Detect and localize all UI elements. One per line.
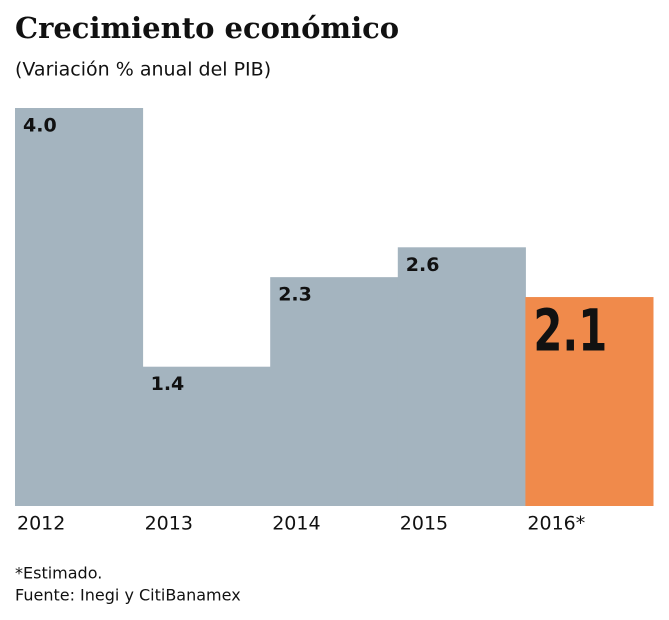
chart-subtitle: (Variación % anual del PIB) bbox=[15, 59, 271, 81]
note: Fuente: Inegi y CitiBanamex bbox=[15, 586, 241, 605]
x-tick-label: 2015 bbox=[400, 513, 448, 535]
value-label: 4.0 bbox=[23, 115, 57, 137]
x-tick-label: 2016* bbox=[527, 513, 585, 535]
bar bbox=[142, 366, 271, 506]
bar bbox=[525, 297, 654, 506]
x-tick-label: 2013 bbox=[145, 513, 193, 535]
value-label: 1.4 bbox=[151, 373, 185, 395]
x-tick-label: 2014 bbox=[272, 513, 320, 535]
value-label: 2.6 bbox=[406, 254, 440, 276]
bar bbox=[397, 247, 526, 507]
bar bbox=[15, 108, 144, 506]
value-label: 2.1 bbox=[533, 297, 607, 365]
bar bbox=[270, 277, 399, 506]
value-label: 2.3 bbox=[278, 284, 312, 306]
note: *Estimado. bbox=[15, 564, 102, 583]
x-tick-label: 2012 bbox=[17, 513, 65, 535]
chart-title: Crecimiento económico bbox=[15, 11, 399, 45]
